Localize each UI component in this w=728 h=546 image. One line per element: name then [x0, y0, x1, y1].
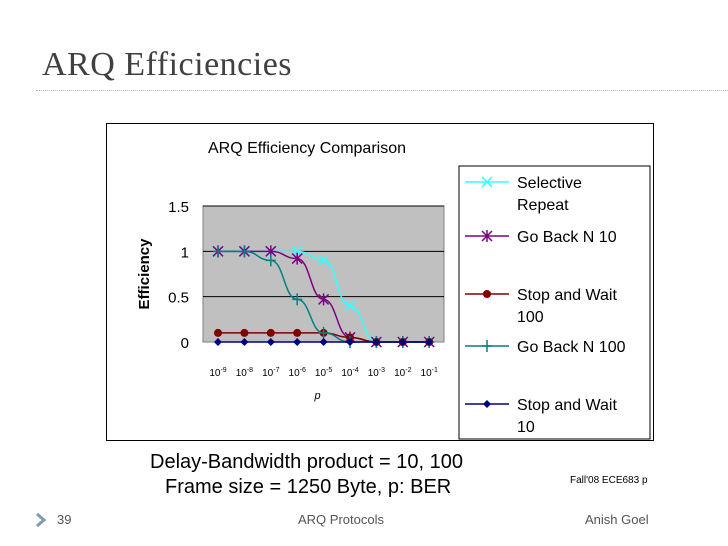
slide-title: ARQ Efficiencies [42, 46, 293, 83]
y-tick-label: 0 [181, 335, 189, 352]
legend-label: 100 [517, 309, 544, 326]
data-point [240, 328, 249, 337]
data-point [398, 338, 407, 346]
x-tick-label: 10-8 [236, 367, 253, 379]
data-point [318, 326, 329, 339]
data-point [292, 293, 303, 306]
x-tick-label: 10-7 [262, 367, 279, 379]
caption-frame-size: Frame size = 1250 Byte, p: BER [165, 476, 452, 498]
legend-label: Selective [517, 175, 582, 192]
legend-label: Go Back N 100 [517, 339, 626, 356]
legend-marker [481, 176, 493, 188]
title-divider [36, 90, 728, 91]
chart-title: ARQ Efficiency Comparison [208, 140, 406, 157]
data-point [214, 328, 222, 337]
legend-label: 10 [517, 419, 535, 436]
data-point [265, 254, 276, 267]
data-point [346, 338, 354, 346]
x-tick-label: 10-9 [209, 367, 226, 379]
data-point [214, 338, 222, 346]
data-point [344, 300, 356, 312]
data-point [293, 338, 302, 346]
footer-author: Anish Goel [585, 512, 649, 527]
legend-box [458, 165, 651, 440]
y-axis-label: Efficiency [136, 238, 153, 310]
legend-marker [482, 340, 492, 352]
y-tick-label: 0.5 [168, 290, 189, 307]
data-point [291, 252, 303, 265]
legend-marker [483, 290, 491, 298]
data-point [266, 338, 275, 346]
data-point [319, 338, 328, 346]
footer-bullet-icon [36, 513, 47, 527]
footer-topic: ARQ Protocols [298, 512, 384, 527]
legend-label: Go Back N 10 [517, 229, 617, 246]
data-point [240, 338, 249, 346]
y-tick-label: 1.5 [168, 199, 189, 216]
legend-marker [481, 230, 493, 242]
plot-area [202, 205, 445, 343]
x-axis-label: p [313, 390, 320, 402]
x-tick-label: 10-1 [421, 367, 438, 379]
page-number: 39 [57, 512, 72, 527]
data-point [318, 254, 330, 266]
caption-delay-bandwidth: Delay-Bandwidth product = 10, 100 [150, 451, 463, 473]
chart-frame: ARQ Efficiency Comparison 0 0.5 1 1.5 10-9 10… [106, 123, 654, 441]
x-tick-label: 10-4 [341, 367, 358, 379]
x-tick-label: 10-3 [368, 367, 385, 379]
x-tick-label: 10-5 [315, 367, 332, 379]
legend-label: Stop and Wait [517, 397, 617, 414]
data-point [372, 338, 381, 346]
x-tick-label: 10-6 [289, 367, 306, 379]
y-tick-label: 1 [181, 244, 189, 261]
data-point [239, 245, 250, 258]
legend-label: Stop and Wait [517, 287, 617, 304]
x-tick-label: 10-2 [394, 367, 411, 379]
data-point [425, 338, 434, 346]
data-point [318, 293, 330, 306]
data-point [213, 245, 223, 258]
data-point [293, 328, 302, 337]
efficiency-chart: ARQ Efficiency Comparison 0 0.5 1 1.5 10-9 10… [136, 140, 651, 440]
legend-marker [483, 400, 491, 408]
legend-label: Repeat [517, 197, 569, 214]
data-point [266, 328, 275, 337]
course-tag: Fall'08 ECE683 p [570, 475, 648, 486]
